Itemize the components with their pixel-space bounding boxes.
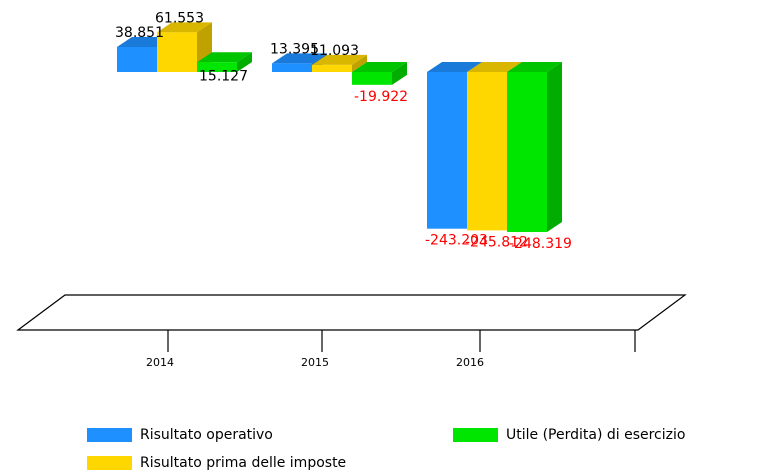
bar-top <box>467 62 522 72</box>
bar <box>117 46 157 72</box>
bar <box>197 62 237 72</box>
legend-label: Risultato operativo <box>140 427 273 443</box>
x-tick-label: 2016 <box>456 356 484 369</box>
bar <box>352 72 392 85</box>
bar <box>157 32 197 72</box>
value-label: -19.922 <box>354 89 408 105</box>
x-tick-label: 2015 <box>301 356 329 369</box>
value-label: -245.812 <box>465 234 528 250</box>
bar <box>427 72 467 229</box>
value-label: 61.553 <box>155 10 204 26</box>
value-label: 13.395 <box>270 41 319 57</box>
bar-top <box>272 53 327 64</box>
bar <box>312 64 352 72</box>
bar-top <box>507 62 562 72</box>
bar-top <box>312 54 367 65</box>
value-label: 15.127 <box>199 68 248 84</box>
value-label: 11.093 <box>310 43 359 59</box>
legend-label: Utile (Perdita) di esercizio <box>506 427 685 443</box>
bar-top <box>157 22 212 33</box>
value-label: -243.203 <box>425 233 488 249</box>
bar-side <box>547 62 562 232</box>
x-tick-label: 2014 <box>146 356 174 369</box>
bar <box>507 72 547 232</box>
bar <box>272 63 312 72</box>
bar-side <box>392 62 407 85</box>
bar <box>467 72 507 231</box>
bar-side <box>237 52 252 72</box>
legend-swatch <box>87 456 132 470</box>
legend-swatch <box>87 428 132 442</box>
bar-top <box>352 62 407 72</box>
legend-swatch <box>453 428 498 442</box>
legend-label: Risultato prima delle imposte <box>140 455 346 471</box>
value-label: -248.319 <box>509 236 572 252</box>
floor <box>16 294 687 331</box>
bar-top <box>197 52 252 63</box>
value-label: 38.851 <box>115 25 164 41</box>
bar-side <box>352 54 367 72</box>
bar-top <box>427 62 482 72</box>
